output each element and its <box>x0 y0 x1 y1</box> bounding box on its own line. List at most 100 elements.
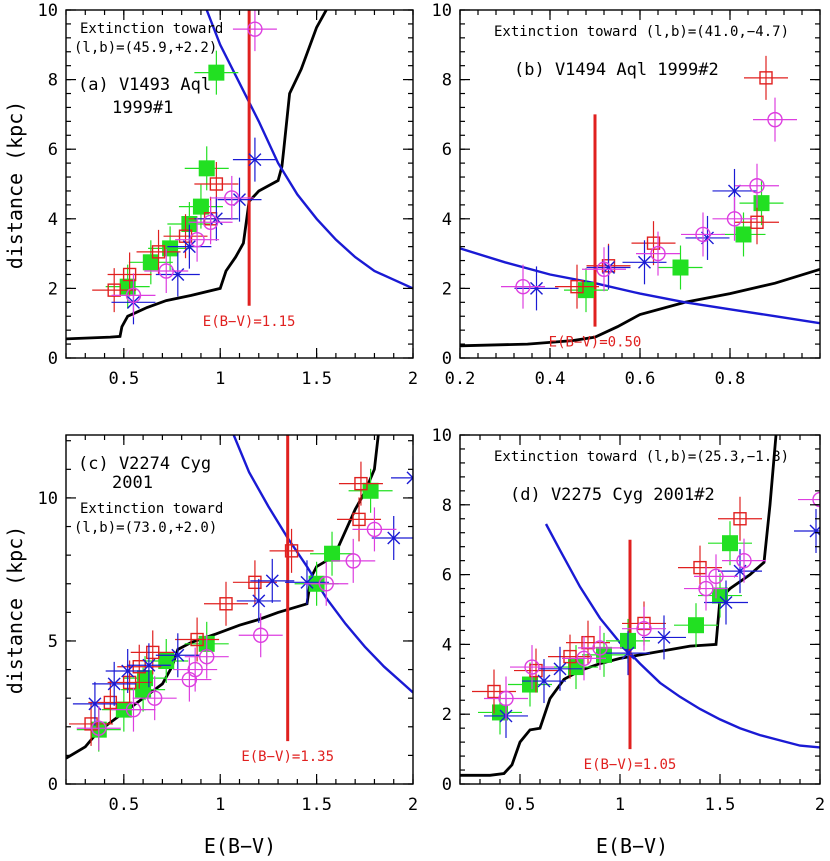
error-bar <box>132 676 177 721</box>
error-bar <box>636 231 680 276</box>
data-point-magenta-circle <box>199 649 215 665</box>
data-point-red-square <box>190 632 204 647</box>
error-bar <box>173 647 218 692</box>
data-point-blue-asterisk <box>182 240 196 254</box>
extinction-label: Extinction toward (l,b)=(41.0,−4.7) <box>494 24 789 40</box>
panel-b: 0.2 0.4 0.6 0.8 0 2 4 6 8 10 Extinction toward (l,… <box>432 1 821 389</box>
data-point-red-square <box>759 71 773 85</box>
error-bar <box>562 636 606 681</box>
data-point-magenta-circle <box>345 553 361 569</box>
panel-d: 0.5 1 1.5 2 0 2 4 6 8 10 Extinction toward (l,b)=(… <box>432 426 826 815</box>
data-point-red-square <box>570 279 584 294</box>
data-point-magenta-circle <box>247 21 263 37</box>
data-point-blue-asterisk <box>171 648 185 662</box>
data-point-magenta-circle <box>366 521 383 538</box>
data-point-red-square <box>750 215 764 229</box>
error-bar <box>338 461 383 506</box>
data-point-blue-asterisk <box>252 594 266 608</box>
data-point-blue-asterisk <box>537 674 551 688</box>
asterisk-stroke <box>406 476 413 485</box>
x-tick-label: 2 <box>815 795 825 815</box>
data-point-red-square <box>132 660 146 674</box>
error-bar <box>184 634 229 679</box>
data-point-magenta-circle <box>125 287 142 304</box>
data-point-blue-asterisk <box>107 677 121 691</box>
data-point-green-square <box>735 226 752 243</box>
error-bar <box>175 617 220 662</box>
asterisk-stroke <box>265 574 279 588</box>
y-tick-label: 6 <box>442 140 452 160</box>
x-tick-label: 0.2 <box>445 369 476 389</box>
asterisk-stroke <box>182 240 196 254</box>
data-point-magenta-circle <box>726 211 743 227</box>
x-tick-label: 1 <box>215 795 225 815</box>
data-point-red-square <box>219 597 233 611</box>
ticks <box>459 9 821 359</box>
plot-area <box>66 435 413 760</box>
x-tick-label: 1.5 <box>301 795 332 815</box>
y-tick-label: 5 <box>48 632 58 652</box>
data-point-green-square <box>722 535 738 552</box>
error-bar <box>578 625 622 670</box>
asterisk-stroke <box>553 662 567 676</box>
x-tick-label: 0.6 <box>625 369 656 389</box>
asterisk-stroke <box>809 525 820 538</box>
data-point-blue-asterisk <box>387 531 401 545</box>
data-point-green-square <box>362 482 379 499</box>
x-tick-label: 0.5 <box>505 795 536 815</box>
data-point-red-square <box>103 695 118 710</box>
blue-series <box>484 508 820 738</box>
data-point-blue-asterisk <box>121 664 135 678</box>
y-tick-label: 10 <box>38 1 58 21</box>
ebv-label: E(B−V)=1.15 <box>203 314 296 330</box>
x-tick-label: 1.5 <box>301 369 332 389</box>
annotations: Extinction toward (l,b)=(41.0,−4.7) (b) V… <box>494 24 789 351</box>
panel-label: 1999#1 <box>112 98 173 118</box>
x-axis-label-right: E(B−V) <box>596 834 668 858</box>
red-series <box>555 55 788 309</box>
y-tick-label: 0 <box>442 349 452 369</box>
asterisk-stroke <box>530 281 543 295</box>
data-point-blue-asterisk <box>142 658 156 672</box>
ticks <box>65 435 414 785</box>
asterisk-stroke <box>719 596 733 610</box>
error-bar <box>798 477 820 522</box>
y-tick-label: 0 <box>48 349 58 369</box>
magenta-series <box>484 477 820 721</box>
x-tick-label: 2 <box>408 795 418 815</box>
error-bar <box>678 545 722 590</box>
x-axis-label-left: E(B−V) <box>204 834 276 858</box>
y-tick-label: 6 <box>442 566 452 586</box>
data-point-green-square <box>198 160 215 177</box>
data-point-red-square <box>529 663 543 678</box>
x-tick-label: 1 <box>615 795 625 815</box>
asterisk-stroke <box>657 630 671 644</box>
asterisk-stroke <box>121 664 135 678</box>
y-tick-label: 8 <box>48 71 58 91</box>
asterisk-stroke <box>406 471 413 479</box>
y-axis-label-bottom: distance (kpc) <box>3 526 27 695</box>
data-point-red-square <box>284 544 299 558</box>
x-tick-label: 1.5 <box>705 795 736 815</box>
data-point-red-square <box>352 512 366 527</box>
data-point-magenta-circle <box>708 568 724 585</box>
error-bar <box>111 273 156 318</box>
error-bar <box>269 528 314 573</box>
data-point-magenta-circle <box>202 214 219 230</box>
data-point-blue-asterisk <box>809 524 820 538</box>
error-bar <box>684 566 728 611</box>
annotations: Extinction toward (l,b)=(25.3,−1.8) (d) V… <box>494 449 789 773</box>
y-tick-label: 0 <box>442 775 452 795</box>
data-point-blue-asterisk <box>657 630 671 644</box>
error-bar <box>501 264 545 309</box>
error-bar <box>136 229 181 274</box>
ticks <box>65 9 414 359</box>
data-point-magenta-circle <box>515 278 531 295</box>
x-tick-label: 0.8 <box>715 369 746 389</box>
plot-area <box>460 435 820 777</box>
error-bar <box>352 507 397 552</box>
data-point-magenta-circle <box>736 552 752 569</box>
data-point-green-square <box>688 617 704 634</box>
